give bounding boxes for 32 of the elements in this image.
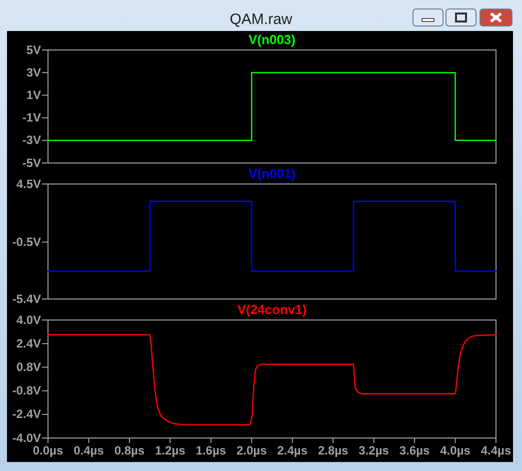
y-tick-label: -0.5V: [12, 234, 41, 249]
text: V(24conv1): [237, 302, 307, 317]
series-label: V(n001): [248, 166, 296, 181]
y-tick-label: 4.5V: [16, 176, 41, 191]
chart-title: QAM.raw: [230, 11, 292, 28]
y-tick-label: -4.0V: [12, 430, 41, 445]
x-tick-label: 0.8µs: [114, 444, 145, 458]
y-tick-label: -5V: [22, 156, 41, 170]
x-tick-label: 4.4µs: [480, 444, 512, 458]
x-tick-label: 3.2µs: [358, 444, 390, 458]
y-tick-label: 1V: [26, 88, 41, 102]
x-tick-label: 1.2µs: [155, 444, 186, 458]
y-tick-label: -1V: [22, 110, 41, 125]
x-tick-label: 3.6µs: [399, 444, 430, 458]
y-tick-label: 5V: [26, 42, 41, 57]
y-tick-label: 0.8V: [16, 360, 41, 374]
y-tick-label: -0.8V: [12, 384, 41, 398]
x-tick-label: 2.8µs: [318, 444, 349, 458]
y-tick-label: -5.4V: [12, 292, 41, 306]
x-tick-label: 0.0µs: [32, 444, 64, 458]
y-tick-label: -2.4V: [12, 407, 41, 422]
y-tick-label: 3V: [26, 65, 41, 80]
x-tick-label: 2.0µs: [236, 444, 268, 458]
y-tick-label: 2.4V: [16, 336, 41, 350]
x-tick-label: 1.6µs: [196, 444, 226, 458]
x-tick-label: 4.0µs: [440, 444, 471, 458]
series-label: V(n003): [248, 32, 296, 47]
line-series: [47, 334, 497, 426]
x-tick-label: 0.4µs: [74, 444, 104, 458]
y-tick-label: 4.0V: [16, 312, 41, 327]
x-tick-label: 2.4µs: [277, 444, 308, 458]
y-tick-label: -3V: [22, 133, 41, 148]
